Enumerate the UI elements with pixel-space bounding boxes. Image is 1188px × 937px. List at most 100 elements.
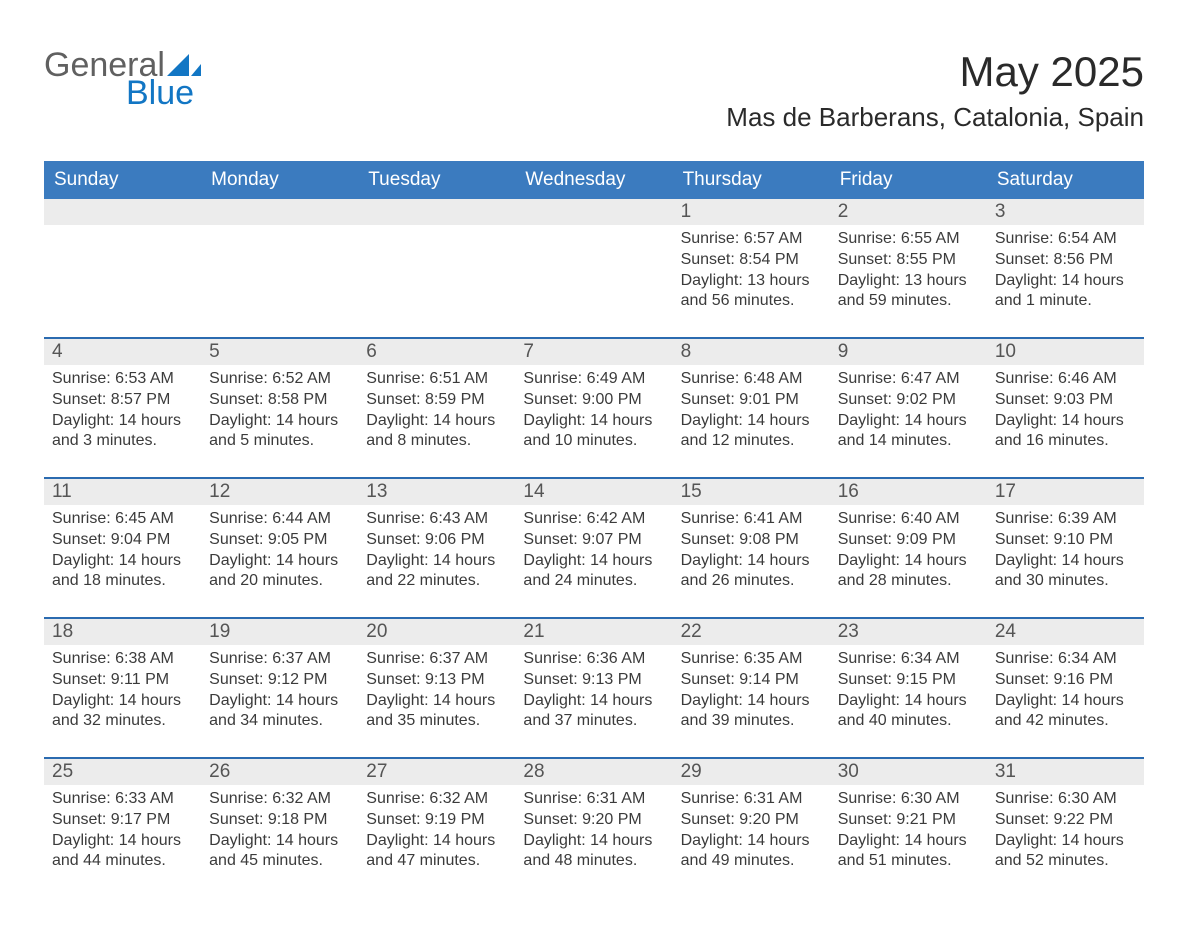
logo-mark-icon (167, 54, 201, 76)
day-number: 8 (673, 339, 830, 365)
day-line-sunrise: Sunrise: 6:52 AM (209, 369, 350, 390)
title-block: May 2025 Mas de Barberans, Catalonia, Sp… (726, 48, 1144, 133)
day-line-daylight2: and 39 minutes. (681, 711, 822, 732)
day-details: Sunrise: 6:57 AMSunset: 8:54 PMDaylight:… (673, 225, 830, 318)
calendar-cell (201, 199, 358, 337)
weekday-header: Sunday (44, 161, 201, 199)
day-line-daylight1: Daylight: 14 hours (995, 691, 1136, 712)
day-line-sunrise: Sunrise: 6:43 AM (366, 509, 507, 530)
day-details: Sunrise: 6:44 AMSunset: 9:05 PMDaylight:… (201, 505, 358, 598)
day-details: Sunrise: 6:33 AMSunset: 9:17 PMDaylight:… (44, 785, 201, 878)
day-line-sunrise: Sunrise: 6:45 AM (52, 509, 193, 530)
day-line-sunset: Sunset: 9:06 PM (366, 530, 507, 551)
calendar-cell (358, 199, 515, 337)
day-details: Sunrise: 6:30 AMSunset: 9:21 PMDaylight:… (830, 785, 987, 878)
day-line-sunset: Sunset: 9:09 PM (838, 530, 979, 551)
day-details: Sunrise: 6:31 AMSunset: 9:20 PMDaylight:… (673, 785, 830, 878)
day-details (515, 225, 672, 235)
day-line-daylight1: Daylight: 14 hours (209, 691, 350, 712)
day-line-daylight1: Daylight: 14 hours (366, 691, 507, 712)
calendar-week-row: 25Sunrise: 6:33 AMSunset: 9:17 PMDayligh… (44, 759, 1144, 897)
day-line-daylight1: Daylight: 14 hours (523, 831, 664, 852)
day-line-daylight2: and 34 minutes. (209, 711, 350, 732)
day-number: 27 (358, 759, 515, 785)
weekday-header: Monday (201, 161, 358, 199)
day-number (515, 199, 672, 225)
calendar-cell: 1Sunrise: 6:57 AMSunset: 8:54 PMDaylight… (673, 199, 830, 337)
day-number: 29 (673, 759, 830, 785)
day-line-sunrise: Sunrise: 6:30 AM (838, 789, 979, 810)
day-details: Sunrise: 6:32 AMSunset: 9:19 PMDaylight:… (358, 785, 515, 878)
day-line-daylight1: Daylight: 14 hours (523, 691, 664, 712)
day-line-daylight1: Daylight: 14 hours (52, 551, 193, 572)
day-line-sunrise: Sunrise: 6:30 AM (995, 789, 1136, 810)
day-line-daylight2: and 16 minutes. (995, 431, 1136, 452)
day-number: 30 (830, 759, 987, 785)
calendar-cell: 30Sunrise: 6:30 AMSunset: 9:21 PMDayligh… (830, 759, 987, 897)
day-line-sunset: Sunset: 9:19 PM (366, 810, 507, 831)
day-line-daylight2: and 18 minutes. (52, 571, 193, 592)
day-details: Sunrise: 6:37 AMSunset: 9:12 PMDaylight:… (201, 645, 358, 738)
day-number: 17 (987, 479, 1144, 505)
day-details: Sunrise: 6:36 AMSunset: 9:13 PMDaylight:… (515, 645, 672, 738)
calendar-cell: 28Sunrise: 6:31 AMSunset: 9:20 PMDayligh… (515, 759, 672, 897)
day-line-sunrise: Sunrise: 6:38 AM (52, 649, 193, 670)
day-number: 21 (515, 619, 672, 645)
day-number: 14 (515, 479, 672, 505)
calendar-cell: 9Sunrise: 6:47 AMSunset: 9:02 PMDaylight… (830, 339, 987, 477)
day-number: 6 (358, 339, 515, 365)
calendar-table: SundayMondayTuesdayWednesdayThursdayFrid… (44, 161, 1144, 897)
day-line-sunset: Sunset: 9:03 PM (995, 390, 1136, 411)
day-line-sunrise: Sunrise: 6:31 AM (523, 789, 664, 810)
day-line-daylight2: and 59 minutes. (838, 291, 979, 312)
weekday-header-row: SundayMondayTuesdayWednesdayThursdayFrid… (44, 161, 1144, 199)
day-line-sunrise: Sunrise: 6:55 AM (838, 229, 979, 250)
calendar-cell: 26Sunrise: 6:32 AMSunset: 9:18 PMDayligh… (201, 759, 358, 897)
day-line-daylight2: and 42 minutes. (995, 711, 1136, 732)
day-number: 2 (830, 199, 987, 225)
day-line-daylight2: and 10 minutes. (523, 431, 664, 452)
day-details: Sunrise: 6:47 AMSunset: 9:02 PMDaylight:… (830, 365, 987, 458)
day-number: 31 (987, 759, 1144, 785)
day-line-daylight1: Daylight: 14 hours (52, 691, 193, 712)
calendar-cell: 5Sunrise: 6:52 AMSunset: 8:58 PMDaylight… (201, 339, 358, 477)
day-line-sunrise: Sunrise: 6:54 AM (995, 229, 1136, 250)
day-line-sunset: Sunset: 9:01 PM (681, 390, 822, 411)
day-number: 22 (673, 619, 830, 645)
day-line-sunset: Sunset: 9:17 PM (52, 810, 193, 831)
day-line-daylight1: Daylight: 14 hours (681, 551, 822, 572)
day-line-daylight2: and 32 minutes. (52, 711, 193, 732)
day-number: 25 (44, 759, 201, 785)
day-line-daylight2: and 52 minutes. (995, 851, 1136, 872)
day-details: Sunrise: 6:55 AMSunset: 8:55 PMDaylight:… (830, 225, 987, 318)
day-line-daylight2: and 1 minute. (995, 291, 1136, 312)
day-line-sunrise: Sunrise: 6:31 AM (681, 789, 822, 810)
day-line-sunset: Sunset: 9:08 PM (681, 530, 822, 551)
calendar-cell: 6Sunrise: 6:51 AMSunset: 8:59 PMDaylight… (358, 339, 515, 477)
day-line-sunset: Sunset: 9:11 PM (52, 670, 193, 691)
day-line-daylight1: Daylight: 14 hours (681, 411, 822, 432)
calendar-cell (44, 199, 201, 337)
calendar-cell: 19Sunrise: 6:37 AMSunset: 9:12 PMDayligh… (201, 619, 358, 757)
day-details: Sunrise: 6:46 AMSunset: 9:03 PMDaylight:… (987, 365, 1144, 458)
day-line-daylight1: Daylight: 14 hours (838, 551, 979, 572)
day-line-sunrise: Sunrise: 6:34 AM (838, 649, 979, 670)
day-line-daylight2: and 5 minutes. (209, 431, 350, 452)
day-line-daylight2: and 40 minutes. (838, 711, 979, 732)
day-line-sunset: Sunset: 9:22 PM (995, 810, 1136, 831)
calendar-week-row: 1Sunrise: 6:57 AMSunset: 8:54 PMDaylight… (44, 199, 1144, 337)
day-line-daylight1: Daylight: 14 hours (523, 411, 664, 432)
day-line-sunset: Sunset: 8:56 PM (995, 250, 1136, 271)
calendar-cell: 3Sunrise: 6:54 AMSunset: 8:56 PMDaylight… (987, 199, 1144, 337)
month-title: May 2025 (726, 48, 1144, 96)
day-details: Sunrise: 6:51 AMSunset: 8:59 PMDaylight:… (358, 365, 515, 458)
day-line-sunrise: Sunrise: 6:48 AM (681, 369, 822, 390)
day-line-sunset: Sunset: 9:20 PM (523, 810, 664, 831)
day-details: Sunrise: 6:42 AMSunset: 9:07 PMDaylight:… (515, 505, 672, 598)
day-details: Sunrise: 6:49 AMSunset: 9:00 PMDaylight:… (515, 365, 672, 458)
day-number: 20 (358, 619, 515, 645)
day-number: 7 (515, 339, 672, 365)
weekday-header: Wednesday (515, 161, 672, 199)
day-number: 13 (358, 479, 515, 505)
day-details: Sunrise: 6:35 AMSunset: 9:14 PMDaylight:… (673, 645, 830, 738)
